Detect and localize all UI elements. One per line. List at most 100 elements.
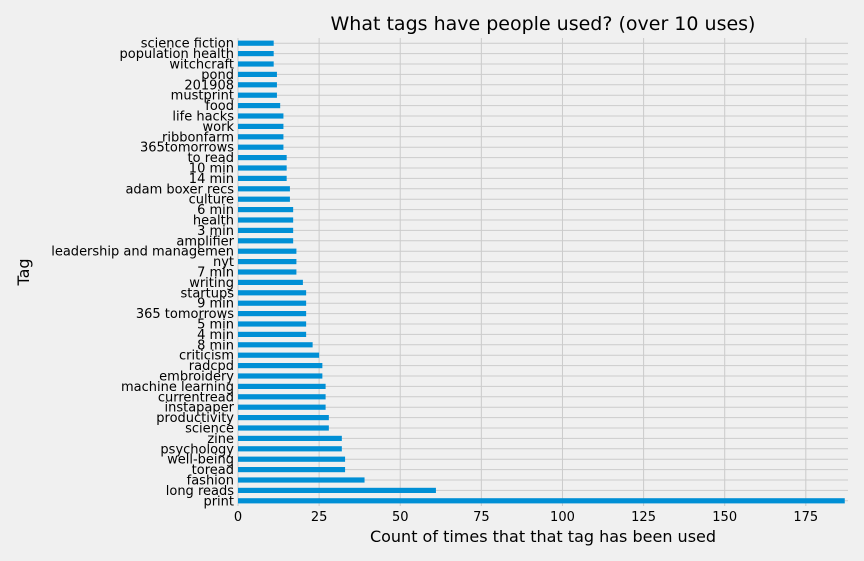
y-tick-label: well-being: [167, 453, 234, 468]
y-tick-label: population health: [120, 47, 234, 62]
bar: [238, 103, 281, 109]
x-tick-label: 100: [550, 510, 575, 525]
y-tick-label: 365tomorrows: [140, 141, 234, 156]
y-tick-label: toread: [192, 463, 234, 478]
x-axis-label: Count of times that that tag has been us…: [370, 527, 716, 546]
y-tick-label: psychology: [160, 442, 234, 457]
bar: [238, 363, 323, 369]
y-tick-label: food: [205, 99, 234, 114]
y-tick-label: startups: [180, 286, 234, 301]
bar: [238, 61, 274, 67]
bar: [238, 259, 297, 265]
bar: [238, 269, 297, 275]
bar-layer: [238, 40, 845, 504]
bar: [238, 186, 290, 192]
y-tick-label: 201908: [184, 78, 234, 93]
bar: [238, 207, 294, 213]
bar: [238, 342, 313, 348]
y-tick-label: 14 min: [189, 172, 234, 187]
bar: [238, 248, 297, 254]
y-tick-label: science: [185, 422, 234, 437]
bar: [238, 217, 294, 223]
bar: [238, 290, 307, 296]
x-tick-label: 125: [631, 510, 656, 525]
y-tick-label: radcpd: [189, 359, 234, 374]
x-tick-label: 0: [234, 510, 242, 525]
y-tick-label: writing: [189, 276, 234, 291]
chart-title: What tags have people used? (over 10 use…: [331, 13, 756, 35]
bar: [238, 165, 287, 171]
bar: [238, 300, 307, 306]
bar: [238, 196, 290, 202]
y-tick-label: productivity: [156, 411, 234, 426]
bar: [238, 175, 287, 181]
y-tick-label: pond: [201, 68, 234, 83]
y-tick-label: 8 min: [197, 338, 234, 353]
y-tick-label: amplifier: [176, 234, 234, 249]
bar: [238, 487, 436, 493]
y-tick-label: 3 min: [197, 224, 234, 239]
bar: [238, 279, 303, 285]
x-tick-label: 175: [793, 510, 818, 525]
y-tick-label: 4 min: [197, 328, 234, 343]
y-tick-label: work: [203, 120, 235, 135]
bar: [238, 456, 346, 462]
y-tick-label: long reads: [166, 484, 234, 499]
y-tick-label: witchcraft: [169, 58, 234, 73]
y-tick-label: culture: [189, 193, 234, 208]
x-tick-layer: 0 25 50 75 100 125 150 175: [234, 510, 818, 525]
y-tick-label: zine: [207, 432, 234, 447]
bar: [238, 425, 329, 431]
y-tick-label: 10 min: [189, 162, 234, 177]
bar: [238, 331, 307, 337]
y-tick-label: 7 min: [197, 266, 234, 281]
bar: [238, 40, 274, 46]
x-tick-label: 150: [712, 510, 737, 525]
bar: [238, 352, 320, 358]
x-tick-label: 75: [473, 510, 490, 525]
bar: [238, 82, 277, 88]
bar: [238, 435, 342, 441]
bar: [238, 71, 277, 77]
bar: [238, 467, 346, 473]
y-tick-label: to read: [188, 151, 234, 166]
bar: [238, 134, 284, 140]
y-tick-label: currentread: [158, 390, 234, 405]
y-tick-label: 5 min: [197, 318, 234, 333]
x-tick-label: 50: [392, 510, 409, 525]
bar: [238, 446, 342, 452]
bar: [238, 415, 329, 421]
y-tick-label: criticism: [179, 349, 234, 364]
bar: [238, 113, 284, 119]
y-tick-label: health: [193, 214, 234, 229]
bar: [238, 498, 845, 504]
bar: [238, 394, 326, 400]
y-tick-label: print: [203, 494, 234, 509]
y-tick-label: machine learning: [121, 380, 234, 395]
bar: [238, 238, 294, 244]
bar: [238, 311, 307, 317]
y-tick-label: nyt: [213, 255, 234, 270]
bar: [238, 383, 326, 389]
bar: [238, 321, 307, 327]
x-tick-label: 25: [311, 510, 328, 525]
bar: [238, 404, 326, 410]
y-tick-label: fashion: [187, 474, 234, 489]
bar: [238, 123, 284, 129]
y-tick-label: science fiction: [141, 37, 234, 52]
bar: [238, 155, 287, 161]
y-tick-label: leadership and managemen: [51, 245, 234, 260]
bar: [238, 144, 284, 150]
y-tick-label: ribbonfarm: [162, 130, 234, 145]
y-axis-label: Tag: [14, 258, 33, 286]
y-tick-label: instapaper: [164, 401, 234, 416]
y-tick-label: embroidery: [159, 370, 234, 385]
y-tick-label: adam boxer recs: [125, 182, 234, 197]
bar: [238, 92, 277, 98]
y-tick-label: mustprint: [171, 89, 234, 104]
y-tick-label: 365 tomorrows: [136, 307, 234, 322]
bar: [238, 373, 323, 379]
